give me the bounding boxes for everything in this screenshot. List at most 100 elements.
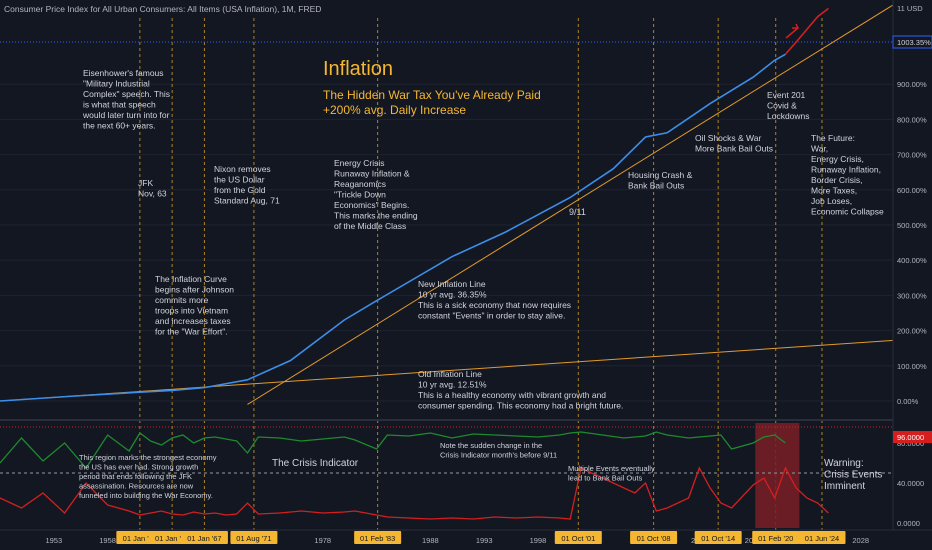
note-warning: Crisis Events bbox=[824, 470, 882, 481]
note-energy: Economics" Begins. bbox=[334, 200, 409, 210]
note-old_line: Old Inflation Line bbox=[418, 369, 482, 379]
note-inflation_curve: troops into Vietnam bbox=[155, 306, 228, 316]
note-multiple_events: lead to Bank Bail Outs bbox=[568, 474, 642, 483]
event-date-label: 01 Jan '64 bbox=[155, 534, 189, 543]
note-housing: Bank Bail Outs bbox=[628, 181, 684, 191]
note-new_line: New Inflation Line bbox=[418, 279, 486, 289]
inflation-subtitle-1: The Hidden War Tax You've Already Paid bbox=[323, 88, 541, 102]
note-new_line: constant "Events" in order to stay alive… bbox=[418, 311, 565, 321]
note-future: The Future: bbox=[811, 133, 855, 143]
price-tick-label: 600.00% bbox=[897, 186, 927, 195]
event-date-label: 01 Aug '71 bbox=[236, 534, 271, 543]
event-date-label: 01 Jun '24 bbox=[805, 534, 839, 543]
current-value-text: 1003.35% bbox=[897, 38, 931, 47]
price-tick-label: 800.00% bbox=[897, 115, 927, 124]
note-housing: Housing Crash & bbox=[628, 170, 693, 180]
note-eisenhower: Complex" speech. This bbox=[83, 89, 170, 99]
price-tick-label: 500.00% bbox=[897, 221, 927, 230]
year-tick-label: 1958 bbox=[99, 536, 116, 545]
inflation-subtitle-2: +200% avg. Daily Increase bbox=[323, 103, 466, 117]
note-inflation_curve: for the "War Effort". bbox=[155, 327, 228, 337]
note-eisenhower: would later turn into for bbox=[82, 110, 170, 120]
event-date-chip bbox=[694, 531, 742, 544]
note-nixon: the US Dollar bbox=[214, 175, 265, 185]
note-future: Energy Crisis, bbox=[811, 154, 864, 164]
price-tick-label: 300.00% bbox=[897, 291, 927, 300]
note-inflation_curve: commits more bbox=[155, 295, 209, 305]
price-tick-label: 700.00% bbox=[897, 151, 927, 160]
note-energy: of the Middle Class bbox=[334, 221, 406, 231]
note-energy: This marks the ending bbox=[334, 211, 418, 221]
year-tick-label: 1988 bbox=[422, 536, 439, 545]
event-date-label: 01 Jan '61 bbox=[123, 534, 157, 543]
year-tick-label: 1953 bbox=[45, 536, 62, 545]
year-tick-label: 1998 bbox=[530, 536, 547, 545]
event-date-chip bbox=[354, 531, 402, 544]
note-inflation_curve: begins after Johnson bbox=[155, 285, 234, 295]
note-energy: Reaganomics bbox=[334, 179, 386, 189]
note-future: Job Loses, bbox=[811, 196, 852, 206]
event-date-chip bbox=[798, 531, 846, 544]
event-date-chip bbox=[554, 531, 602, 544]
event-date-chip bbox=[752, 531, 800, 544]
event-date-chip bbox=[180, 531, 228, 544]
lower-scale-labels: 80.0000 40.0000 0.0000 bbox=[897, 439, 924, 528]
note-nixon: Standard Aug, 71 bbox=[214, 196, 280, 206]
note-eisenhower: Eisenhower's famous bbox=[83, 68, 164, 78]
note-strong_economy: funneled into building the War Economy. bbox=[79, 491, 213, 500]
price-scale-top-label: 11 USD bbox=[897, 4, 923, 13]
note-oil: Oil Shocks & War bbox=[695, 133, 761, 143]
note-new_line: This is a sick economy that now requires bbox=[418, 300, 571, 310]
note-old_line: This is a healthy economy with vibrant g… bbox=[418, 390, 606, 400]
note-strong_economy: assassination. Resources are now bbox=[79, 482, 194, 491]
event-date-label: 01 Oct '01 bbox=[561, 534, 595, 543]
price-pane[interactable] bbox=[0, 4, 894, 530]
annotations: Inflation The Hidden War Tax You've Alre… bbox=[79, 58, 884, 500]
lower-tick-label: 40.0000 bbox=[897, 479, 924, 488]
lower-tick-label: 0.0000 bbox=[897, 519, 920, 528]
year-tick-label: 1978 bbox=[314, 536, 331, 545]
note-inflation_curve: The Inflation Curve bbox=[155, 274, 227, 284]
note-sudden_change: Crisis Indicator month's before 9/11 bbox=[440, 451, 557, 460]
note-oil: More Bank Bail Outs bbox=[695, 144, 773, 154]
note-old_line: consumer spending. This economy had a br… bbox=[418, 401, 623, 411]
price-tick-label: 100.00% bbox=[897, 362, 927, 371]
event-date-label: 01 Jan '67 bbox=[187, 534, 221, 543]
chart-title: Consumer Price Index for All Urban Consu… bbox=[4, 4, 321, 14]
event-date-label: 01 Feb '83 bbox=[360, 534, 395, 543]
new-inflation-line bbox=[247, 4, 894, 405]
lower-tick-label: 80.0000 bbox=[897, 439, 924, 448]
note-eisenhower: the next 60+ years. bbox=[83, 121, 156, 131]
event-date-label: 01 Oct '14 bbox=[701, 534, 735, 543]
note-jfk: JFK bbox=[138, 178, 153, 188]
note-multiple_events: Multiple Events eventually bbox=[568, 464, 655, 473]
crisis-indicator-pane[interactable] bbox=[0, 423, 893, 528]
note-warning: Imminent bbox=[824, 481, 865, 492]
crisis-green-line bbox=[0, 431, 786, 470]
arrow-icon bbox=[785, 23, 799, 39]
inflation-heading: Inflation bbox=[323, 58, 393, 80]
note-future: Economic Collapse bbox=[811, 207, 884, 217]
lower-current-tag bbox=[893, 431, 932, 443]
note-jfk: Nov, 63 bbox=[138, 189, 167, 199]
note-strong_economy: period that ends following the JFK bbox=[79, 472, 192, 481]
note-energy: "Trickle Down bbox=[334, 190, 386, 200]
price-tick-label: 0.00% bbox=[897, 397, 919, 406]
lower-current-text: 96.0000 bbox=[897, 433, 924, 442]
warning-zone bbox=[755, 423, 800, 528]
note-old_line: 10 yr avg. 12.51% bbox=[418, 380, 487, 390]
price-tick-label: 200.00% bbox=[897, 327, 927, 336]
note-nixon: from the Gold bbox=[214, 185, 266, 195]
crisis-red-line bbox=[0, 466, 829, 520]
note-inflation_curve: and increases taxes bbox=[155, 316, 231, 326]
year-tick-label: 2028 bbox=[852, 536, 869, 545]
note-future: Border Crisis, bbox=[811, 175, 862, 185]
note-nine_eleven: 9/11 bbox=[569, 207, 586, 217]
note-warning: Warning: bbox=[824, 458, 864, 469]
price-scale-labels: 900.00% 800.00% 700.00% 600.00% 500.00% 400.0… bbox=[897, 80, 927, 406]
event-date-label: 01 Feb '20 bbox=[758, 534, 793, 543]
current-value-tag bbox=[892, 35, 932, 49]
note-new_line: 10 yr avg. 36.35% bbox=[418, 290, 487, 300]
